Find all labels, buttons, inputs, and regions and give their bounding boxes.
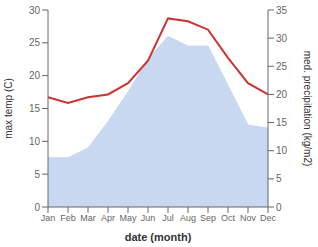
svg-text:10: 10: [276, 145, 288, 156]
svg-text:Sep: Sep: [200, 213, 216, 223]
svg-text:0: 0: [34, 202, 40, 213]
svg-text:20: 20: [276, 89, 288, 100]
svg-text:date (month): date (month): [125, 231, 192, 243]
svg-text:20: 20: [29, 70, 41, 81]
svg-text:Jan: Jan: [41, 213, 56, 223]
svg-text:Dec: Dec: [260, 213, 277, 223]
svg-text:Jul: Jul: [162, 213, 174, 223]
svg-text:Nov: Nov: [240, 213, 257, 223]
svg-text:Jun: Jun: [141, 213, 156, 223]
svg-text:Apr: Apr: [101, 213, 115, 223]
svg-text:Aug: Aug: [180, 213, 196, 223]
svg-text:med. precipitation (kg/m2): med. precipitation (kg/m2): [302, 51, 310, 167]
svg-text:Feb: Feb: [60, 213, 76, 223]
svg-text:30: 30: [29, 5, 41, 16]
svg-text:35: 35: [276, 5, 288, 16]
svg-text:May: May: [119, 213, 137, 223]
svg-text:15: 15: [276, 117, 288, 128]
svg-text:15: 15: [29, 103, 41, 114]
svg-text:25: 25: [29, 37, 41, 48]
svg-text:10: 10: [29, 136, 41, 147]
svg-text:25: 25: [276, 61, 288, 72]
svg-text:Mar: Mar: [80, 213, 96, 223]
svg-text:5: 5: [34, 169, 40, 180]
svg-text:5: 5: [276, 173, 282, 184]
svg-text:0: 0: [276, 202, 282, 213]
svg-text:30: 30: [276, 33, 288, 44]
svg-text:Oct: Oct: [221, 213, 236, 223]
svg-text:max temp (C): max temp (C): [8, 78, 14, 139]
